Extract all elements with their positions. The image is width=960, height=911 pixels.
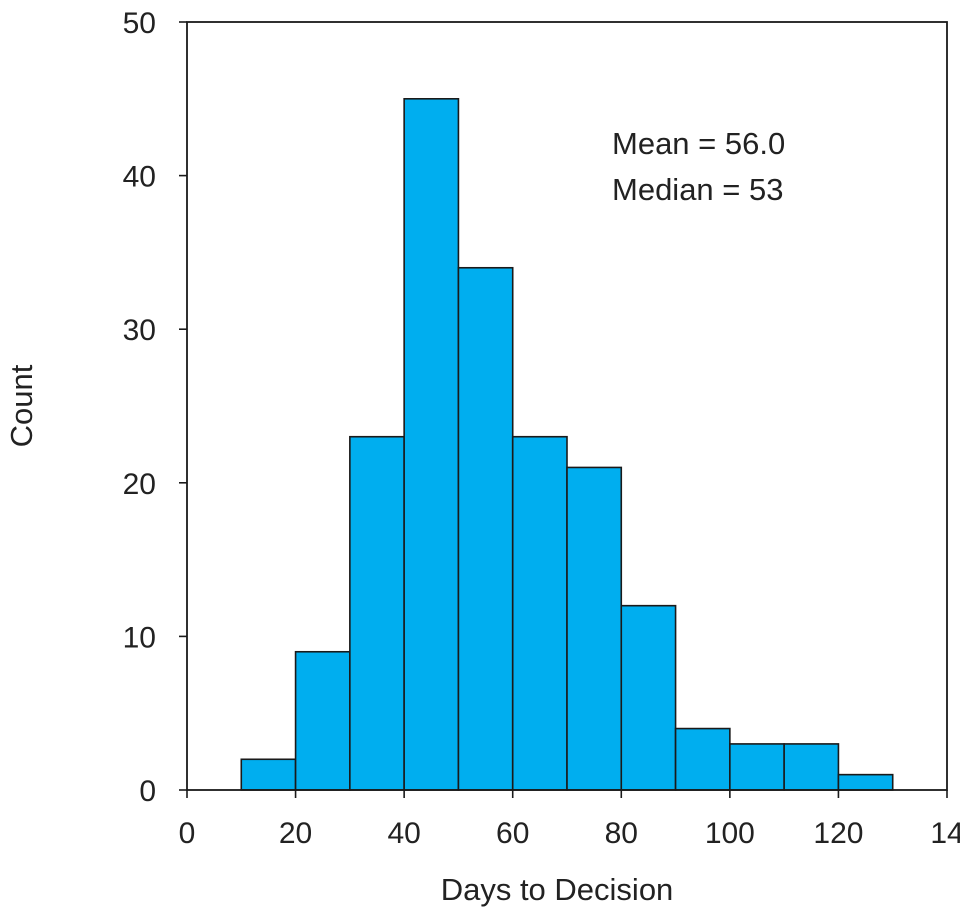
x-tick-label: 40	[387, 817, 420, 850]
y-tick-label: 10	[123, 621, 156, 654]
y-tick-label: 0	[139, 775, 156, 808]
y-tick-label: 50	[123, 7, 156, 40]
histogram-bar-30-40	[349, 435, 405, 791]
plot-frame	[186, 21, 948, 791]
y-tick-label: 30	[123, 314, 156, 347]
y-tick-label: 20	[123, 468, 156, 501]
x-axis-title: Days to Decision	[441, 872, 674, 907]
x-tick-label: 80	[605, 817, 638, 850]
histogram-bar-70-80	[566, 466, 623, 791]
x-tick-label: 100	[705, 817, 755, 850]
histogram-bar-100-110	[729, 743, 785, 791]
histogram-bar-80-90	[620, 604, 677, 791]
median-annotation: Median = 53	[612, 172, 783, 207]
x-tick-label: 120	[813, 817, 863, 850]
x-tick-label: 0	[179, 817, 196, 850]
histogram-bar-120-130	[837, 773, 894, 791]
histogram-bar-60-70	[511, 435, 568, 791]
mean-annotation: Mean = 56.0	[612, 126, 785, 161]
histogram-bar-50-60	[457, 266, 514, 791]
y-axis-title: Count	[4, 364, 39, 447]
x-tick-label: 60	[496, 817, 529, 850]
histogram-bar-10-20	[240, 758, 297, 791]
y-axis-ticks: 0 10 20 30 40 50	[123, 7, 187, 808]
x-tick-label: 20	[279, 817, 312, 850]
histogram-bars	[240, 98, 894, 791]
histogram-bar-90-100	[674, 727, 731, 791]
histogram-bar-40-50	[403, 98, 460, 791]
y-tick-label: 40	[123, 161, 156, 194]
x-axis-ticks: 0 20 40 60 80 100 120 14	[179, 790, 960, 850]
histogram-bar-110-120	[783, 743, 840, 791]
histogram-bar-20-30	[294, 650, 351, 791]
x-tick-label: 14	[930, 817, 960, 850]
